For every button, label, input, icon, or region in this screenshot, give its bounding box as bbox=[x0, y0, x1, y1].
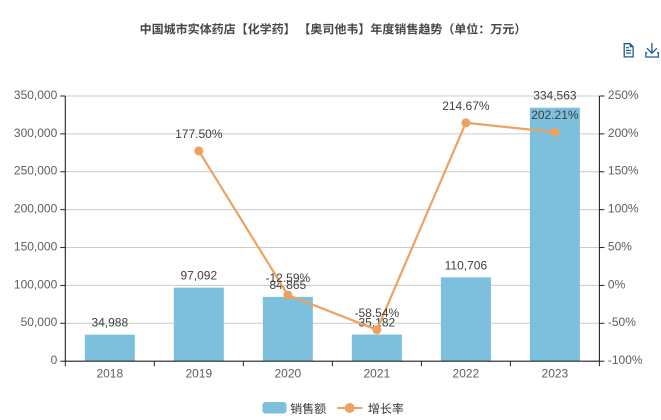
svg-text:97,092: 97,092 bbox=[180, 269, 217, 283]
svg-text:2021: 2021 bbox=[364, 366, 391, 380]
svg-text:177.50%: 177.50% bbox=[175, 127, 223, 141]
svg-text:250%: 250% bbox=[608, 88, 639, 102]
svg-text:214.67%: 214.67% bbox=[442, 99, 490, 113]
svg-text:50%: 50% bbox=[608, 239, 632, 253]
svg-text:350,000: 350,000 bbox=[14, 88, 58, 102]
svg-text:34,988: 34,988 bbox=[91, 316, 128, 330]
svg-text:50,000: 50,000 bbox=[21, 315, 58, 329]
svg-text:200%: 200% bbox=[608, 126, 639, 140]
svg-text:200,000: 200,000 bbox=[14, 202, 58, 216]
svg-text:100%: 100% bbox=[608, 202, 639, 216]
svg-text:0%: 0% bbox=[608, 277, 626, 291]
svg-text:2023: 2023 bbox=[542, 366, 569, 380]
svg-text:-100%: -100% bbox=[608, 353, 643, 367]
svg-text:202.21%: 202.21% bbox=[531, 108, 579, 122]
svg-text:2020: 2020 bbox=[274, 366, 301, 380]
svg-text:-58.54%: -58.54% bbox=[355, 306, 400, 320]
svg-text:2022: 2022 bbox=[453, 366, 480, 380]
svg-text:2018: 2018 bbox=[96, 366, 123, 380]
svg-text:334,563: 334,563 bbox=[533, 89, 577, 103]
svg-text:-50%: -50% bbox=[608, 315, 636, 329]
svg-text:150,000: 150,000 bbox=[14, 239, 58, 253]
svg-text:0: 0 bbox=[51, 353, 58, 367]
svg-text:-12.59%: -12.59% bbox=[265, 271, 310, 285]
svg-text:150%: 150% bbox=[608, 164, 639, 178]
svg-text:110,706: 110,706 bbox=[445, 258, 488, 272]
svg-text:300,000: 300,000 bbox=[14, 126, 58, 140]
svg-text:2019: 2019 bbox=[185, 366, 212, 380]
svg-text:100,000: 100,000 bbox=[14, 277, 58, 291]
svg-text:250,000: 250,000 bbox=[14, 164, 58, 178]
